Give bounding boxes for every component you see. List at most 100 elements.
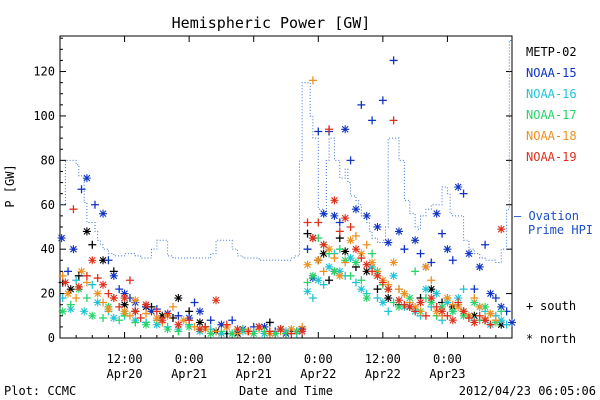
star-marker bbox=[470, 311, 479, 320]
star-marker bbox=[432, 289, 441, 298]
x-tick-time: 0:00 bbox=[304, 352, 333, 366]
star-marker bbox=[421, 285, 430, 294]
star-marker bbox=[206, 329, 215, 338]
star-marker bbox=[142, 320, 151, 329]
star-marker bbox=[179, 316, 188, 325]
plus-marker bbox=[115, 302, 124, 311]
star-marker bbox=[432, 209, 441, 218]
star-marker bbox=[508, 318, 516, 327]
star-marker bbox=[131, 296, 140, 305]
star-marker bbox=[368, 262, 377, 271]
star-marker bbox=[416, 298, 425, 307]
star-marker bbox=[319, 209, 328, 218]
star-marker bbox=[233, 325, 242, 334]
star-marker bbox=[303, 287, 312, 296]
star-marker bbox=[66, 305, 75, 314]
y-tick-label: 100 bbox=[33, 109, 55, 123]
star-marker bbox=[335, 267, 344, 276]
plus-marker bbox=[99, 298, 108, 307]
plus-marker bbox=[459, 285, 468, 294]
star-marker bbox=[88, 311, 97, 320]
star-marker bbox=[368, 258, 377, 267]
plus-marker bbox=[222, 320, 231, 329]
plus-marker bbox=[169, 302, 177, 311]
star-marker bbox=[475, 302, 484, 311]
y-axis-label: P [GW] bbox=[3, 164, 17, 207]
plus-marker bbox=[131, 318, 140, 327]
star-marker bbox=[287, 325, 296, 334]
legend-noaa-19: NOAA-19 bbox=[526, 150, 577, 164]
y-tick-label: 60 bbox=[41, 198, 55, 212]
plus-marker bbox=[115, 285, 124, 294]
plus-marker bbox=[99, 314, 108, 323]
plus-marker bbox=[362, 240, 371, 249]
star-marker bbox=[427, 285, 436, 294]
plus-marker bbox=[212, 327, 221, 336]
star-marker bbox=[142, 300, 151, 309]
star-marker bbox=[158, 316, 167, 325]
plus-marker bbox=[384, 307, 393, 316]
star-marker bbox=[351, 245, 360, 254]
star-marker bbox=[357, 285, 366, 294]
plus-marker bbox=[351, 278, 360, 287]
star-marker bbox=[152, 314, 161, 323]
plus-marker bbox=[185, 316, 194, 325]
star-marker bbox=[185, 322, 194, 331]
star-marker bbox=[163, 325, 172, 334]
star-marker bbox=[93, 298, 102, 307]
plus-marker bbox=[378, 96, 387, 105]
plus-marker bbox=[228, 316, 237, 325]
plus-marker bbox=[287, 329, 296, 338]
star-marker bbox=[292, 327, 301, 336]
star-marker bbox=[120, 294, 129, 303]
chart-marks bbox=[57, 39, 516, 338]
star-marker bbox=[99, 280, 108, 289]
plus-marker bbox=[427, 258, 436, 267]
star-marker bbox=[351, 205, 360, 214]
plus-marker bbox=[491, 294, 500, 303]
star-marker bbox=[217, 320, 226, 329]
y-tick-label: 0 bbox=[48, 331, 55, 345]
star-marker bbox=[443, 298, 452, 307]
north-marker: * bbox=[526, 332, 533, 346]
plus-marker bbox=[125, 276, 134, 285]
y-tick-label: 40 bbox=[41, 242, 55, 256]
x-tick-date: Apr21 bbox=[171, 367, 207, 381]
star-marker bbox=[271, 329, 280, 338]
plus-marker bbox=[88, 280, 97, 289]
star-marker bbox=[400, 289, 409, 298]
plus-marker bbox=[335, 218, 344, 227]
plus-marker bbox=[475, 311, 484, 320]
plus-marker bbox=[432, 302, 441, 311]
hemisphere-legend: + south * north bbox=[526, 299, 576, 346]
star-marker bbox=[411, 302, 420, 311]
star-marker bbox=[308, 271, 317, 280]
star-marker bbox=[330, 267, 339, 276]
ovation-hpi-line bbox=[60, 39, 512, 263]
plus-marker bbox=[346, 156, 355, 165]
plus-marker bbox=[486, 320, 495, 329]
star-marker bbox=[99, 209, 108, 218]
star-marker bbox=[314, 276, 323, 285]
plus-marker bbox=[319, 280, 328, 289]
y-axis-ticks: 0 20 40 60 80 100 120 bbox=[33, 37, 512, 345]
star-marker bbox=[432, 307, 441, 316]
plus-marker bbox=[104, 256, 113, 265]
plus-marker bbox=[346, 222, 355, 231]
plus-marker bbox=[244, 327, 253, 336]
legend-noaa-17: NOAA-17 bbox=[526, 108, 577, 122]
star-marker bbox=[357, 249, 366, 258]
star-marker bbox=[384, 285, 393, 294]
plus-marker bbox=[58, 294, 67, 303]
star-marker bbox=[362, 260, 371, 269]
star-marker bbox=[66, 285, 75, 294]
star-marker bbox=[389, 258, 398, 267]
plus-marker bbox=[308, 294, 317, 303]
y-tick-label: 80 bbox=[41, 153, 55, 167]
legend-noaa-16: NOAA-16 bbox=[526, 87, 577, 101]
star-marker bbox=[120, 300, 129, 309]
star-marker bbox=[475, 262, 484, 271]
star-marker bbox=[109, 271, 118, 280]
star-marker bbox=[405, 302, 414, 311]
plus-marker bbox=[470, 294, 479, 303]
